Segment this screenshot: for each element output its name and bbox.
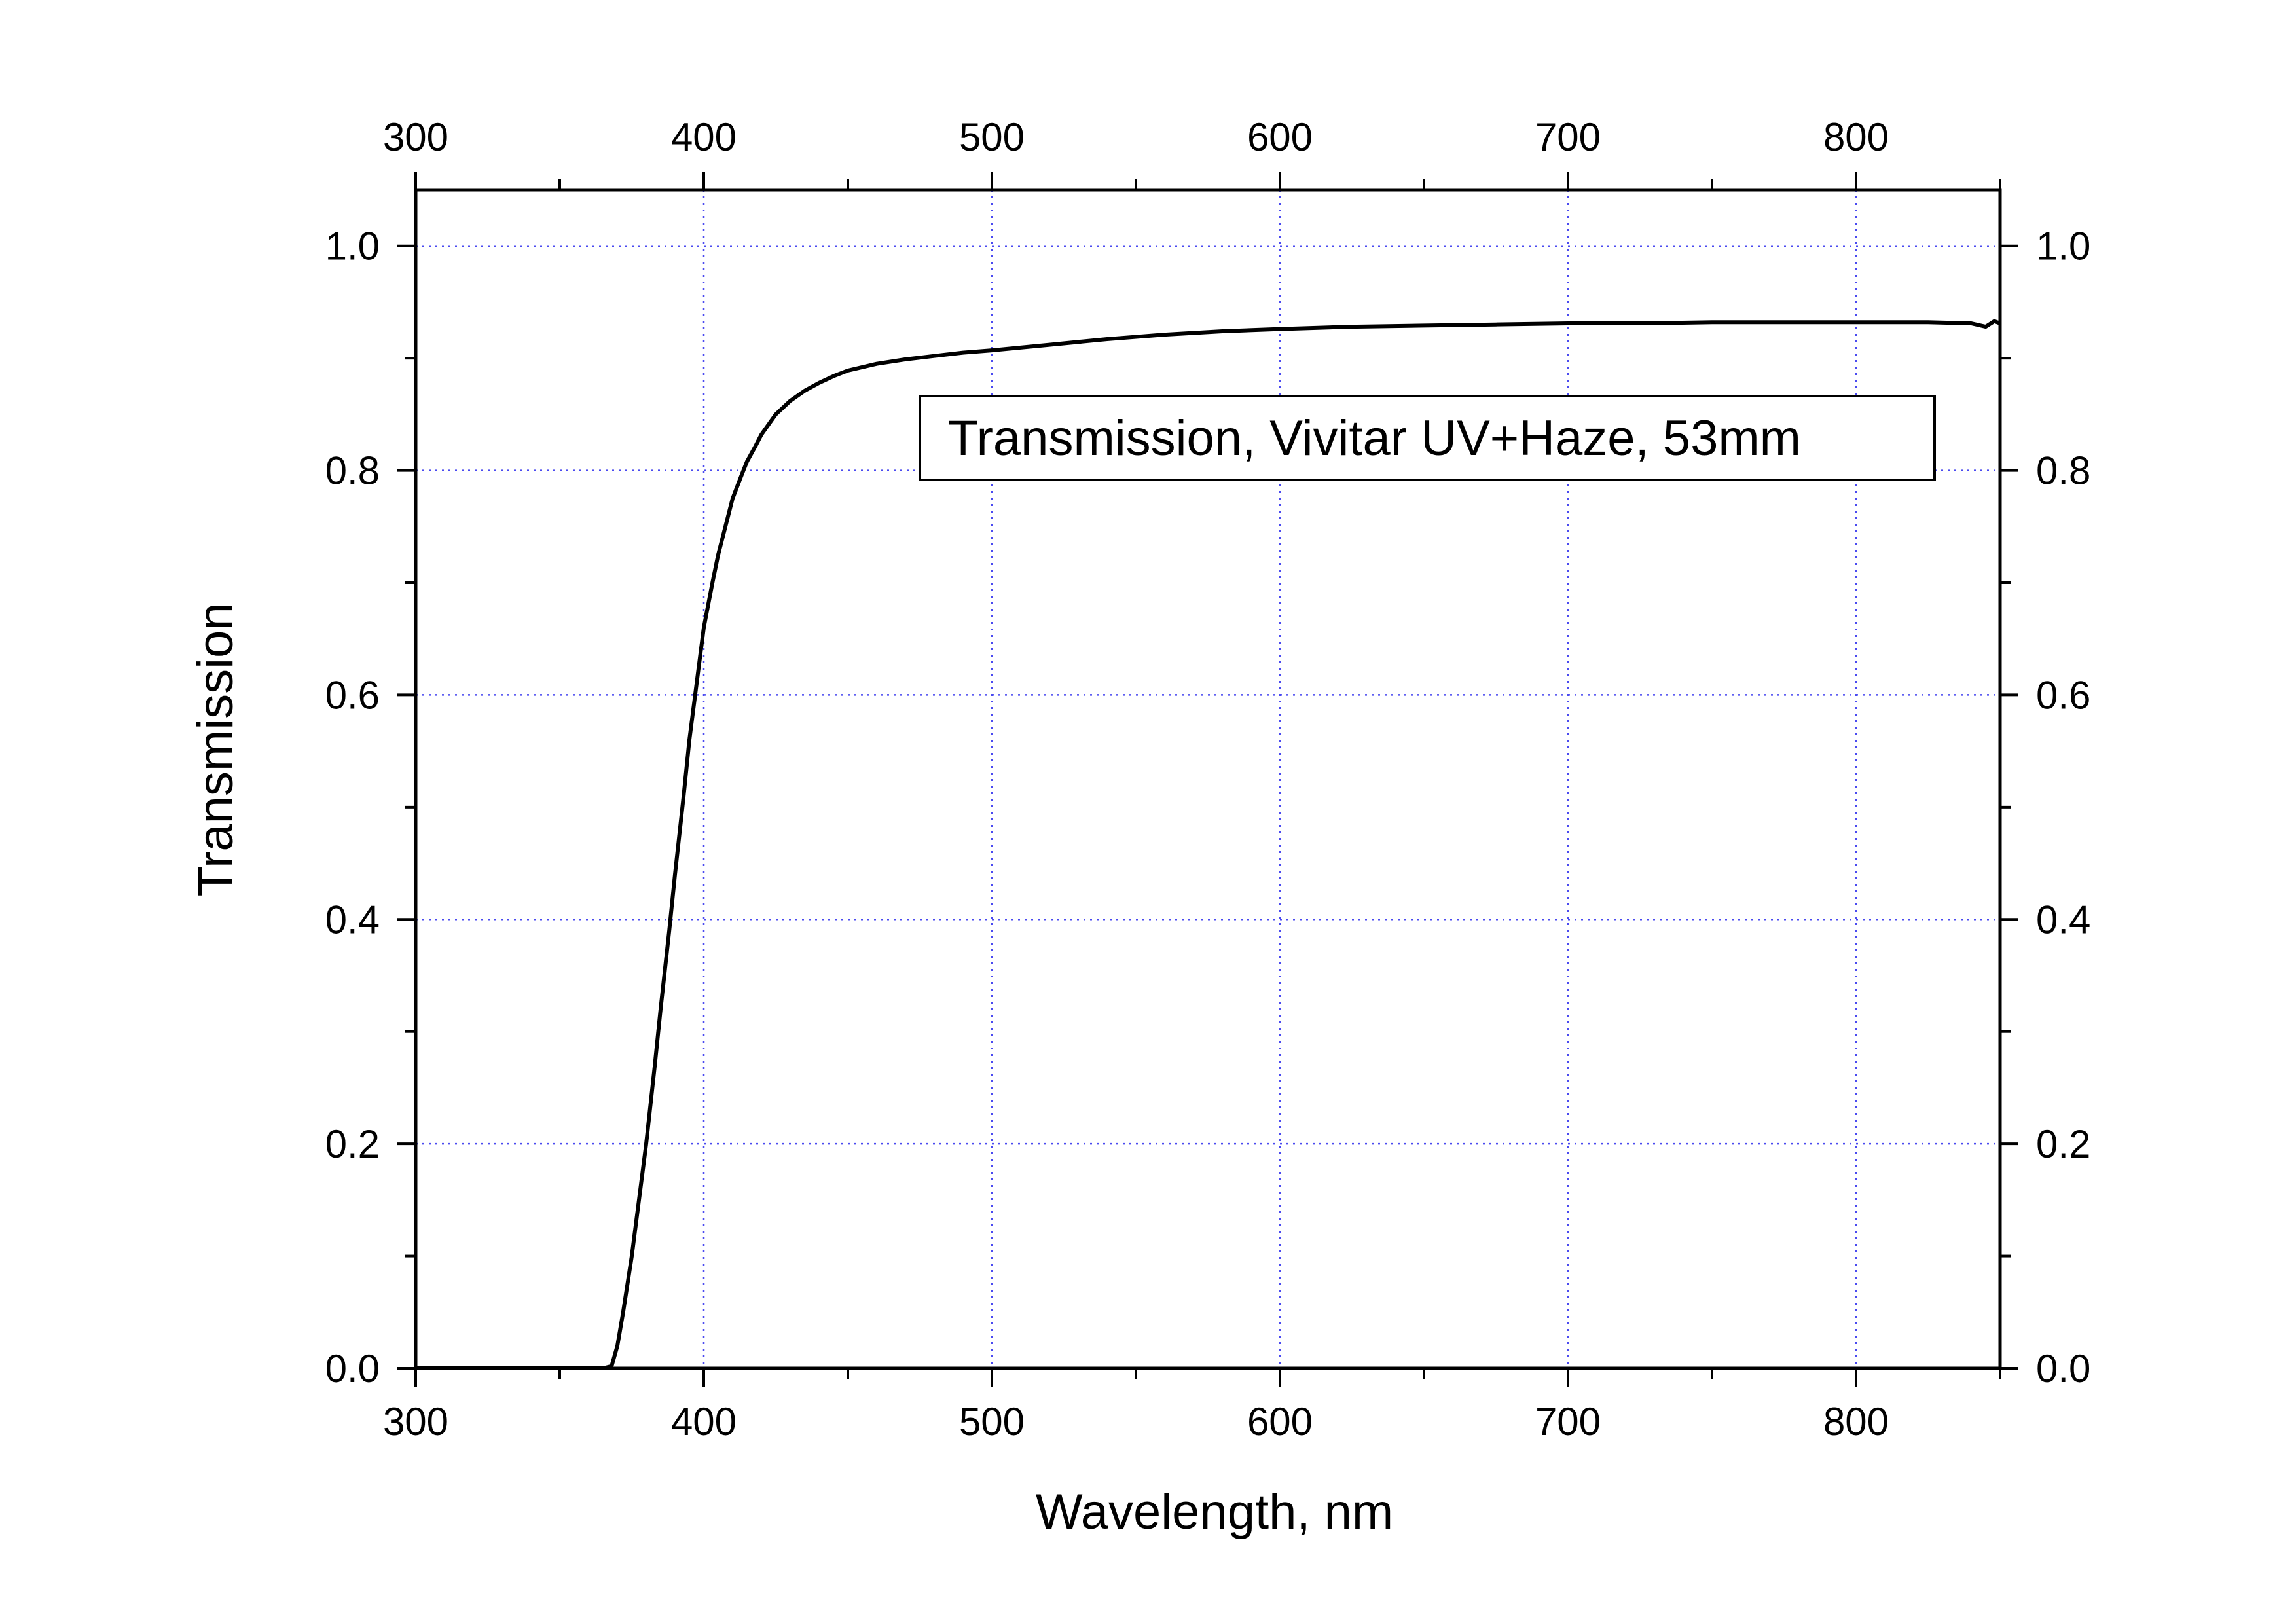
y-tick-label: 1.0 (325, 225, 380, 268)
top-x-tick-label: 400 (671, 115, 737, 159)
data-series (416, 319, 2001, 1370)
x-tick-label: 600 (1247, 1400, 1313, 1444)
x-tick-label: 700 (1535, 1400, 1601, 1444)
top-x-tick-label: 500 (959, 115, 1025, 159)
y-axis-title: Transmission (188, 602, 244, 896)
right-y-tick-label: 0.6 (2036, 673, 2090, 717)
y-tick-label: 0.8 (325, 449, 380, 493)
right-y-tick-label: 0.8 (2036, 449, 2090, 493)
legend-frame (919, 395, 1936, 481)
x-tick-label: 500 (959, 1400, 1025, 1444)
axis-ticks (397, 172, 2018, 1387)
right-y-tick-label: 0.0 (2036, 1347, 2090, 1391)
right-y-tick-label: 0.4 (2036, 898, 2090, 941)
plot-frame (414, 188, 2002, 1370)
transmission-line (416, 319, 2001, 1370)
x-tick-label: 400 (671, 1400, 737, 1444)
top-x-tick-label: 600 (1247, 115, 1313, 159)
right-y-tick-label: 1.0 (2036, 225, 2090, 268)
x-axis-title: Wavelength, nm (1036, 1484, 1393, 1540)
legend-box: Transmission, Vivitar UV+Haze, 53mm (919, 395, 1936, 481)
axis-tick-labels: 300 300 400 400 500 500 600 600 700 700 800 800 0.0 0… (325, 115, 2091, 1444)
y-tick-label: 0.2 (325, 1122, 380, 1166)
y-tick-label: 0.4 (325, 898, 380, 941)
y-tick-label: 0.0 (325, 1347, 380, 1391)
top-x-tick-label: 800 (1823, 115, 1889, 159)
right-y-tick-label: 0.2 (2036, 1122, 2090, 1166)
legend-label: Transmission, Vivitar UV+Haze, 53mm (948, 410, 1801, 466)
x-tick-label: 300 (383, 1400, 448, 1444)
top-x-tick-label: 700 (1535, 115, 1601, 159)
y-tick-label: 0.6 (325, 673, 380, 717)
top-x-tick-label: 300 (383, 115, 448, 159)
x-tick-label: 800 (1823, 1400, 1889, 1444)
